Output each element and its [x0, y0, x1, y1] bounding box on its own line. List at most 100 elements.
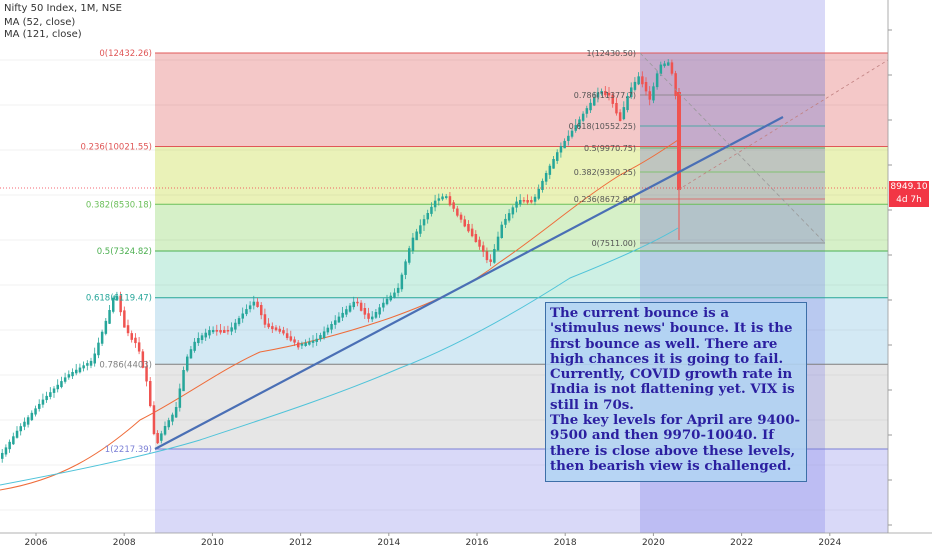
candle-body — [641, 76, 644, 85]
candle-body — [504, 218, 507, 225]
candle-body — [411, 237, 415, 251]
candle-body — [352, 301, 355, 308]
candle-body — [271, 326, 274, 330]
candle-body — [23, 421, 26, 427]
candle-body — [285, 333, 289, 338]
candle-body — [267, 323, 270, 328]
x-tick-label-2018: 2018 — [554, 538, 577, 548]
candle-body — [607, 92, 611, 96]
candle-body — [393, 292, 396, 298]
candle-body — [626, 96, 629, 111]
candle-body — [589, 102, 592, 111]
candle-body — [149, 381, 152, 407]
candle-body — [8, 441, 11, 450]
fib-small-label-5: 0.236(8672.80) — [574, 195, 636, 204]
ma121-legend[interactable]: MA (121, close) — [4, 29, 82, 40]
x-tick-label-2012: 2012 — [289, 538, 312, 548]
candle-body — [160, 433, 163, 441]
candle-body — [112, 297, 115, 312]
candle-body — [315, 338, 318, 342]
candle-body — [189, 349, 193, 359]
candle-body — [63, 377, 67, 382]
fib-band-3 — [155, 251, 888, 298]
candle-body — [474, 234, 478, 243]
candle-body — [308, 341, 311, 345]
candle-body — [19, 426, 22, 432]
candle-body — [45, 395, 48, 401]
candle-body — [400, 274, 404, 290]
candle-body — [197, 338, 200, 344]
candle-body — [204, 332, 207, 338]
candle-body — [548, 165, 552, 175]
candle-body — [422, 219, 426, 226]
candle-body — [56, 384, 59, 390]
candle-body — [152, 405, 156, 435]
x-tick-label-2010: 2010 — [201, 538, 224, 548]
fib-labels: 0(12432.26) 0.236(10021.55) 0.382(8530.18)… — [80, 49, 636, 455]
candle-body — [382, 302, 385, 308]
candle-body — [448, 196, 452, 206]
candle-body — [570, 130, 574, 137]
fib-small-band-3 — [640, 148, 825, 172]
candle-body — [441, 196, 444, 200]
candle-body — [126, 325, 130, 334]
candle-body — [459, 214, 463, 220]
candle-body — [78, 367, 82, 373]
candle-body — [433, 200, 437, 208]
candle-body — [108, 310, 111, 324]
x-tick-label-2014: 2014 — [377, 538, 400, 548]
candle-body — [452, 202, 455, 209]
candle-body — [544, 173, 548, 182]
candle-body — [341, 312, 344, 318]
candle-body — [52, 388, 56, 393]
candle-body — [374, 312, 378, 318]
fib-small-label-3: 0.5(9970.75) — [584, 144, 636, 153]
candle-body — [141, 351, 145, 368]
candle-body — [1, 452, 4, 459]
candle-body — [219, 330, 222, 333]
analysis-note[interactable]: The current bounce is a 'stimulus news' … — [545, 302, 807, 482]
candle-body — [622, 107, 626, 120]
candle-body — [311, 340, 315, 343]
candle-body — [89, 360, 93, 366]
candle-body — [511, 207, 515, 215]
note-line-3: The key levels for April are 9400-9500 a… — [550, 412, 801, 474]
candle-body — [600, 91, 603, 94]
candle-body-last — [677, 92, 681, 190]
candle-body — [71, 372, 74, 377]
candle-body — [34, 408, 37, 415]
ma52-legend[interactable]: MA (52, close) — [4, 17, 76, 28]
candle-body — [378, 307, 381, 315]
candle-body — [359, 302, 363, 311]
x-tick-label-2016: 2016 — [466, 538, 489, 548]
candle-body — [278, 328, 281, 332]
symbol-legend[interactable]: Nifty 50 Index, 1M, NSE — [4, 3, 122, 14]
candle-body — [648, 91, 651, 100]
candle-body — [630, 87, 633, 98]
candle-body — [252, 301, 256, 306]
last-price-tag: 8949.10 — [889, 181, 929, 194]
candle-body — [211, 330, 215, 333]
candle-body — [552, 159, 555, 169]
candle-body — [200, 335, 204, 340]
candle-body — [500, 224, 503, 239]
candle-body — [234, 322, 237, 330]
candle-body — [82, 365, 85, 369]
fib-small-band-5 — [640, 199, 825, 243]
fib-main-label-5: 0.786(4403) — [99, 360, 152, 370]
candle-body — [26, 417, 30, 425]
fib-small-label-4: 0.382(9390.25) — [574, 168, 636, 177]
extension-ray — [677, 59, 889, 191]
candle-body — [104, 320, 108, 334]
candle-body — [215, 330, 219, 332]
fib-main-label-4: 0.618(6119.47) — [86, 294, 152, 304]
candle-body — [596, 92, 600, 98]
candle-body — [493, 249, 496, 263]
ma52-line — [0, 139, 679, 491]
candle-body — [263, 314, 267, 325]
candle-body — [256, 301, 259, 307]
fib-band-1 — [155, 146, 888, 205]
candle-body — [241, 313, 244, 319]
candle-body — [674, 73, 677, 96]
candle-body — [93, 353, 96, 364]
